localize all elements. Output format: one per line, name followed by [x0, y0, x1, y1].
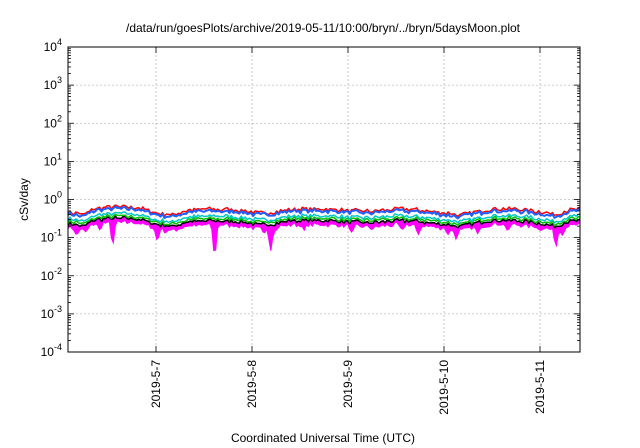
series-line-2 [67, 213, 581, 227]
y-axis-label: cSv/day [17, 178, 31, 221]
y-tick-label-base: 10 [44, 116, 58, 130]
series-line-3 [67, 211, 581, 224]
y-tick-label-exponent: 1 [57, 151, 62, 161]
x-tick-label: 2019-5-10 [437, 360, 451, 415]
y-tick-label: 104 [44, 37, 62, 54]
y-tick-label: 103 [44, 75, 62, 92]
y-tick-label-base: 10 [44, 193, 58, 207]
y-tick-label-exponent: 2 [57, 113, 62, 123]
x-tick-label: 2019-5-8 [245, 360, 259, 408]
chart-title: /data/run/goesPlots/archive/2019-05-11/1… [126, 21, 521, 35]
x-axis-label: Coordinated Universal Time (UTC) [231, 431, 415, 445]
y-tick-label-exponent: -1 [54, 228, 62, 238]
y-tick-label-exponent: -4 [54, 342, 62, 352]
series-layer [67, 204, 581, 252]
series-line-4 [67, 204, 581, 218]
y-tick-label-exponent: 4 [57, 37, 62, 47]
y-tick-label-base: 10 [41, 269, 55, 283]
y-tick-label: 10-4 [41, 342, 62, 359]
y-tick-label-base: 10 [44, 40, 58, 54]
y-tick-label: 101 [44, 151, 62, 168]
x-tick-label: 2019-5-9 [341, 360, 355, 408]
y-tick-label-base: 10 [41, 345, 55, 359]
x-tick-label: 2019-5-7 [149, 360, 163, 408]
y-tick-label: 10-1 [41, 228, 62, 245]
y-tick-label-base: 10 [44, 78, 58, 92]
y-tick-label: 10-3 [41, 304, 62, 321]
y-tick-label-base: 10 [44, 154, 58, 168]
y-tick-label-base: 10 [41, 307, 55, 321]
x-tick-label: 2019-5-11 [533, 360, 547, 414]
y-tick-label: 102 [44, 113, 62, 130]
y-tick-label-exponent: 0 [57, 190, 62, 200]
y-tick-label-exponent: -2 [54, 266, 62, 276]
y-tick-label-base: 10 [41, 231, 55, 245]
grid [68, 47, 580, 352]
series-line-5 [67, 205, 580, 220]
y-tick-label-exponent: -3 [54, 304, 62, 314]
y-tick-label-exponent: 3 [57, 75, 62, 85]
y-tick-label: 10-2 [41, 266, 62, 283]
series-line-1 [67, 215, 581, 229]
y-tick-label: 100 [44, 190, 62, 207]
